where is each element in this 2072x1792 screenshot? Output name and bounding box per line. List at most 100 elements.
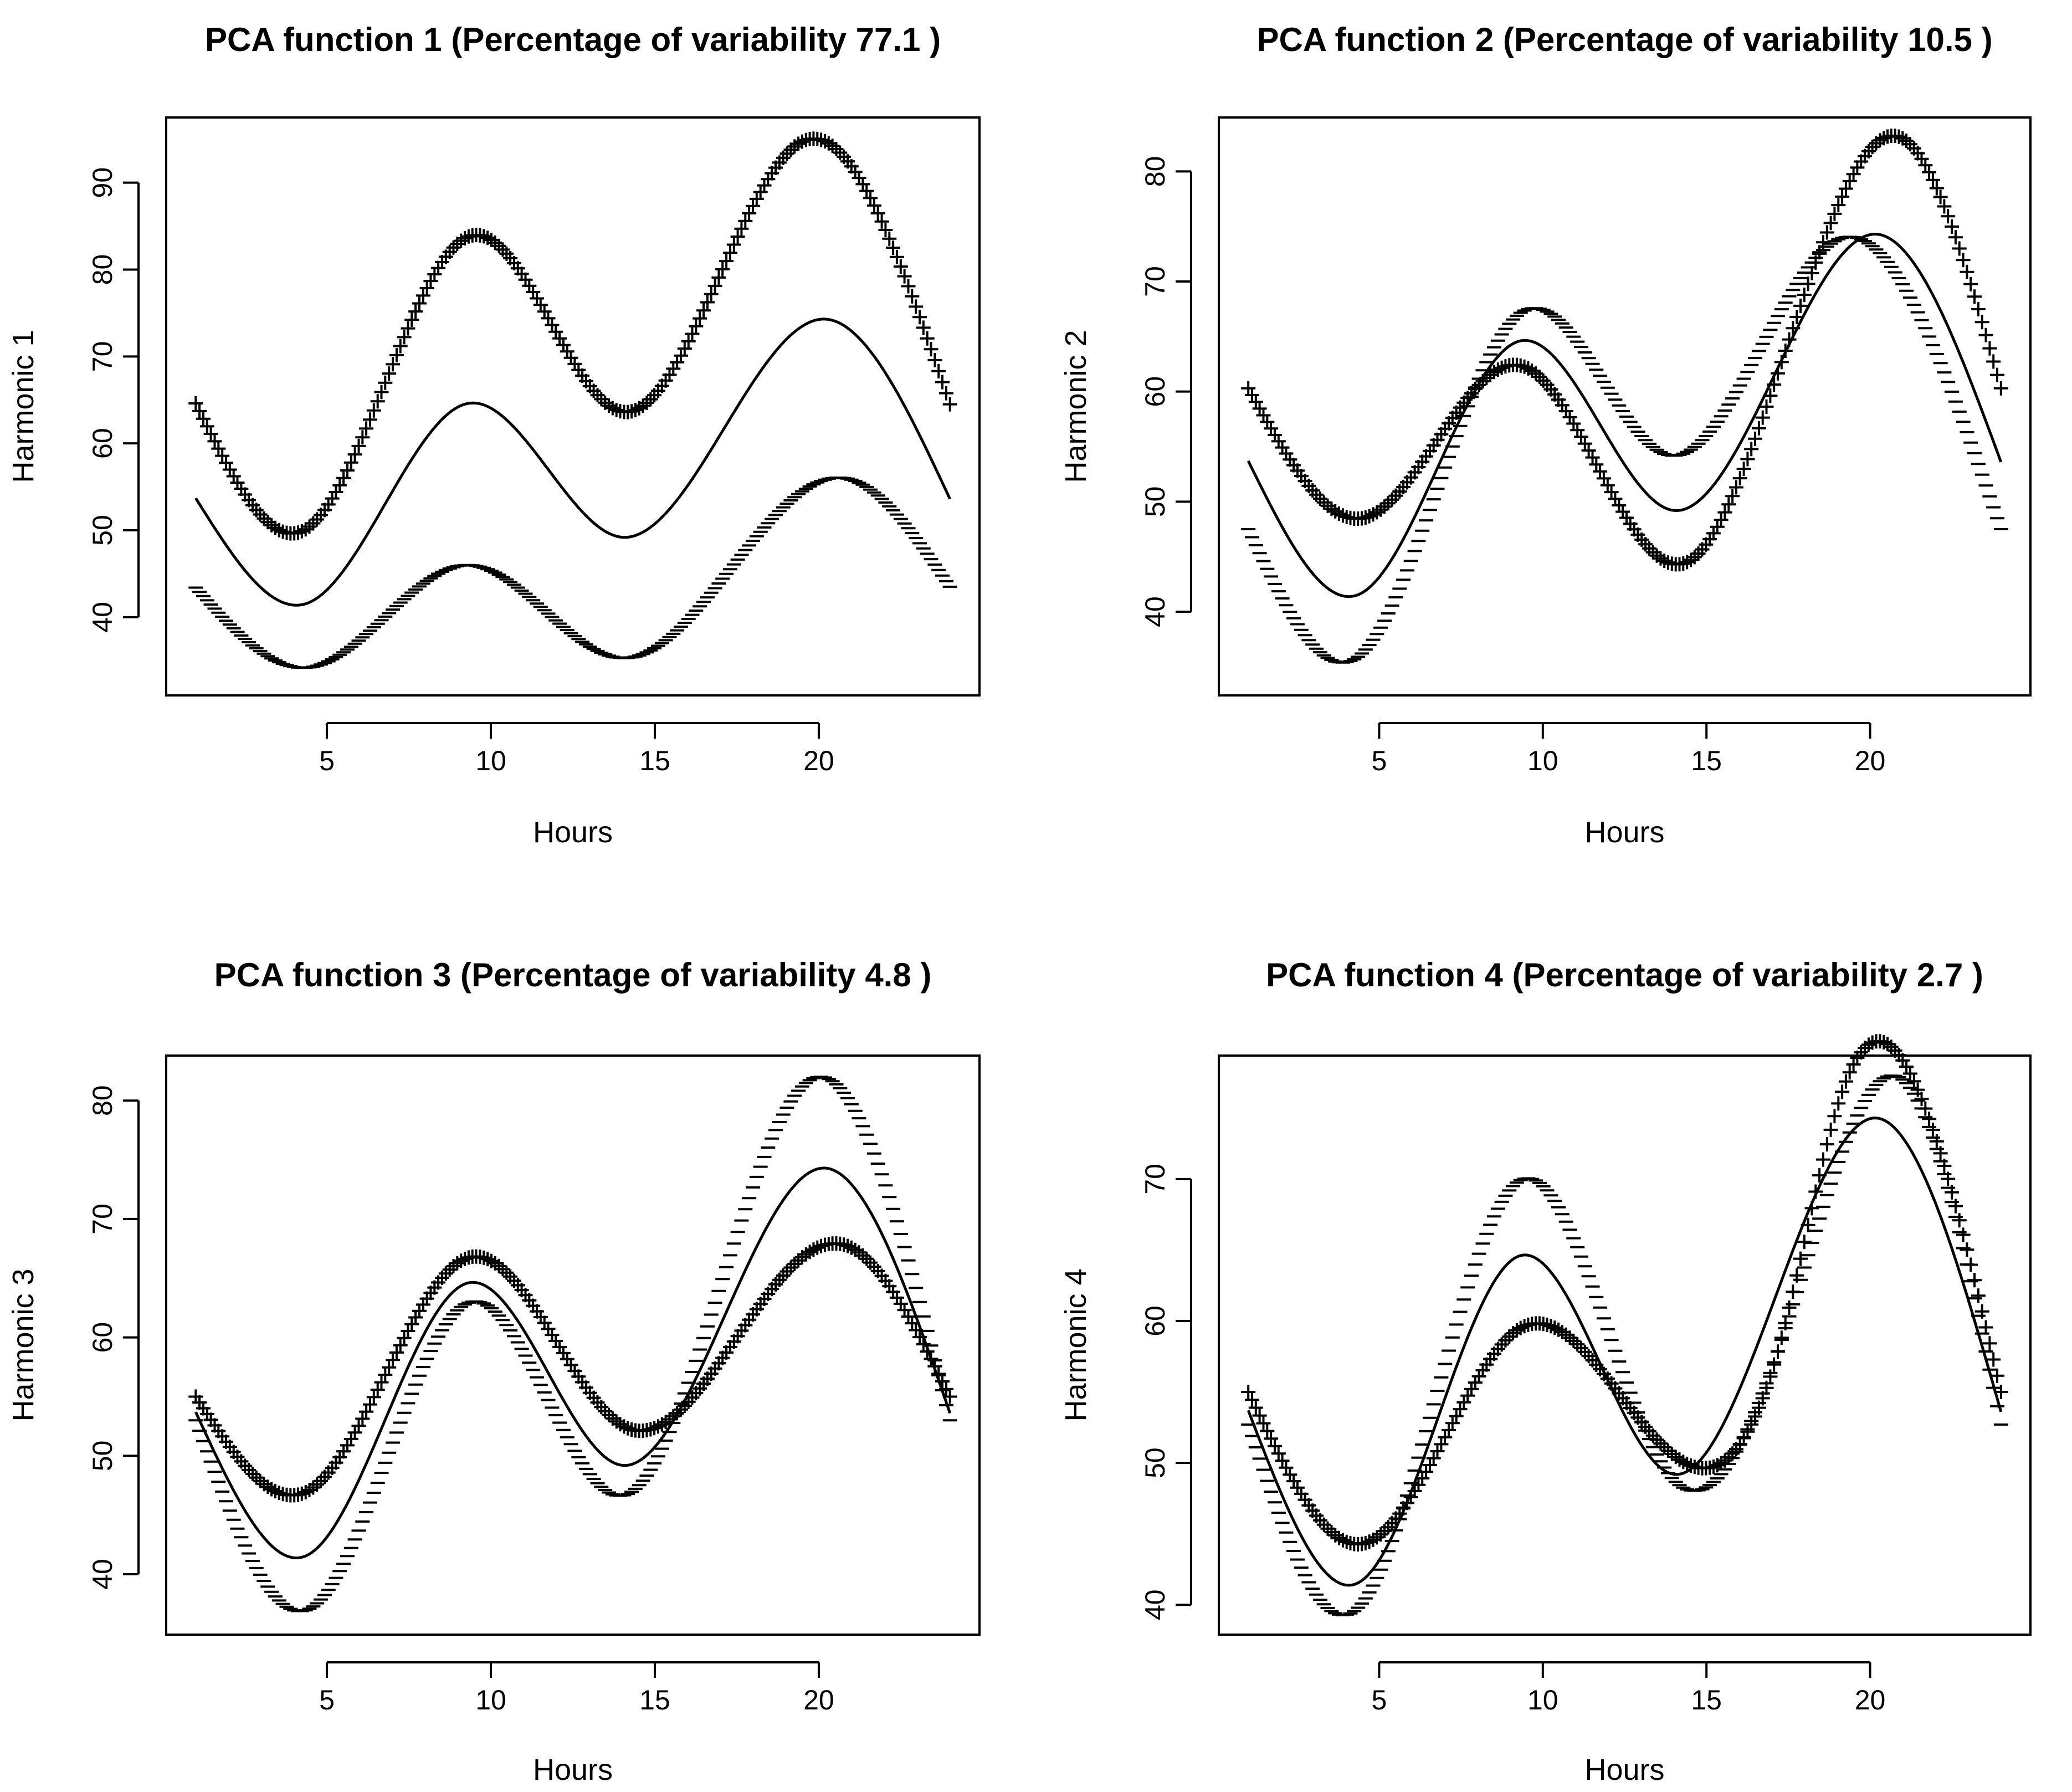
plus-marker: [1899, 1059, 1914, 1074]
plus-marker: [1456, 1395, 1471, 1410]
plus-marker: [742, 206, 757, 221]
x-tick-label: 15: [639, 745, 670, 776]
y-tick-label: 50: [87, 515, 118, 546]
plus-marker: [1906, 1074, 1921, 1089]
plus-marker: [1960, 1242, 1974, 1257]
plus-marker: [1320, 1521, 1335, 1536]
y-tick-label: 70: [87, 1204, 118, 1235]
x-axis-label: Hours: [533, 816, 613, 849]
plus-marker: [749, 191, 764, 206]
chart-title: PCA function 1 (Percentage of variabilit…: [205, 21, 941, 58]
plus-marker: [1986, 354, 2001, 369]
plus-marker: [476, 229, 491, 244]
plus-marker: [942, 397, 957, 412]
plus-marker: [1502, 1329, 1517, 1344]
plus-series: [188, 131, 957, 541]
plus-marker: [1268, 427, 1282, 442]
y-tick-label: 40: [1140, 596, 1171, 627]
plus-marker: [1593, 464, 1608, 479]
plus-marker: [1256, 408, 1271, 423]
plus-marker: [355, 430, 370, 445]
plus-marker: [878, 223, 893, 237]
plus-marker: [704, 286, 719, 301]
plus-marker: [783, 1260, 798, 1275]
plus-marker: [927, 1359, 942, 1374]
plus-marker: [707, 278, 722, 293]
y-axis-label: Harmonic 3: [7, 1268, 40, 1421]
y-tick-label: 60: [1140, 1305, 1171, 1337]
plus-marker: [938, 386, 953, 401]
plus-marker: [196, 411, 211, 426]
plot-frame: [165, 116, 981, 697]
plus-marker: [1793, 1251, 1808, 1266]
plus-marker: [1464, 1381, 1479, 1396]
plus-marker: [537, 304, 552, 319]
plus-marker: [1449, 1409, 1464, 1424]
plus-marker: [916, 320, 931, 335]
plus-marker: [1914, 1092, 1929, 1106]
plus-marker: [382, 1360, 397, 1375]
plus-marker: [545, 318, 560, 332]
plus-marker: [1925, 1123, 1940, 1137]
plus-marker: [401, 1324, 416, 1338]
plus-marker: [355, 1411, 370, 1426]
y-axis-label: Harmonic 1: [7, 330, 40, 483]
plus-marker: [1812, 1168, 1827, 1183]
plus-marker: [1767, 1357, 1782, 1372]
plus-marker: [938, 1381, 953, 1396]
y-tick-label: 50: [1140, 1447, 1171, 1478]
plus-marker: [1438, 1430, 1453, 1445]
plus-marker: [526, 285, 541, 299]
plus-marker: [1835, 1084, 1850, 1099]
plus-marker: [556, 337, 571, 352]
plus-marker: [1918, 158, 1933, 173]
plus-marker: [916, 1337, 931, 1351]
plus-marker: [715, 262, 730, 277]
x-tick-label: 10: [1527, 1685, 1558, 1716]
y-tick-label: 40: [1140, 1589, 1171, 1620]
plus-marker: [1248, 1400, 1263, 1415]
plus-marker: [215, 448, 230, 463]
plot-frame: [165, 1054, 981, 1636]
plus-marker: [1256, 1416, 1271, 1431]
plus-marker: [1990, 367, 2004, 382]
plus-marker: [219, 455, 233, 470]
plus-marker: [530, 291, 544, 306]
plus-marker: [366, 1390, 381, 1405]
x-axis-label: Hours: [1584, 816, 1664, 849]
plus-marker: [408, 1310, 423, 1325]
plus-marker: [1316, 495, 1331, 510]
plus-marker: [1732, 471, 1747, 486]
plus-marker: [1831, 198, 1846, 213]
plus-marker: [552, 331, 567, 346]
plus-marker: [1721, 497, 1736, 512]
plus-marker: [1422, 1458, 1437, 1472]
plus-marker: [359, 421, 374, 436]
plus-marker: [1838, 181, 1853, 196]
plus-marker: [1763, 1369, 1778, 1384]
plus-marker: [897, 1303, 912, 1318]
plus-marker: [1264, 1431, 1279, 1446]
plus-marker: [222, 462, 237, 477]
chart-panel-4: PCA function 4 (Percentage of variabilit…: [1059, 956, 2032, 1786]
plus-marker: [942, 1389, 957, 1404]
plus-marker: [1808, 1184, 1823, 1199]
plus-marker: [1445, 1416, 1460, 1431]
x-axis-label: Hours: [533, 1753, 613, 1786]
plus-marker: [1600, 478, 1615, 493]
plus-marker: [1574, 1340, 1588, 1355]
plus-marker: [866, 198, 881, 213]
plus-marker: [1782, 332, 1797, 347]
plus-marker: [1748, 431, 1762, 446]
plus-marker: [1786, 321, 1801, 336]
plus-marker: [351, 1419, 366, 1433]
plus-marker: [397, 330, 412, 345]
plus-marker: [1956, 253, 1971, 268]
plus-marker: [874, 214, 889, 229]
plus-marker: [336, 470, 351, 485]
plus-marker: [1963, 277, 1978, 291]
plus-marker: [1842, 1065, 1857, 1080]
plus-marker: [374, 1375, 389, 1390]
plus-series: [188, 1236, 957, 1503]
plus-marker: [1275, 1453, 1290, 1468]
